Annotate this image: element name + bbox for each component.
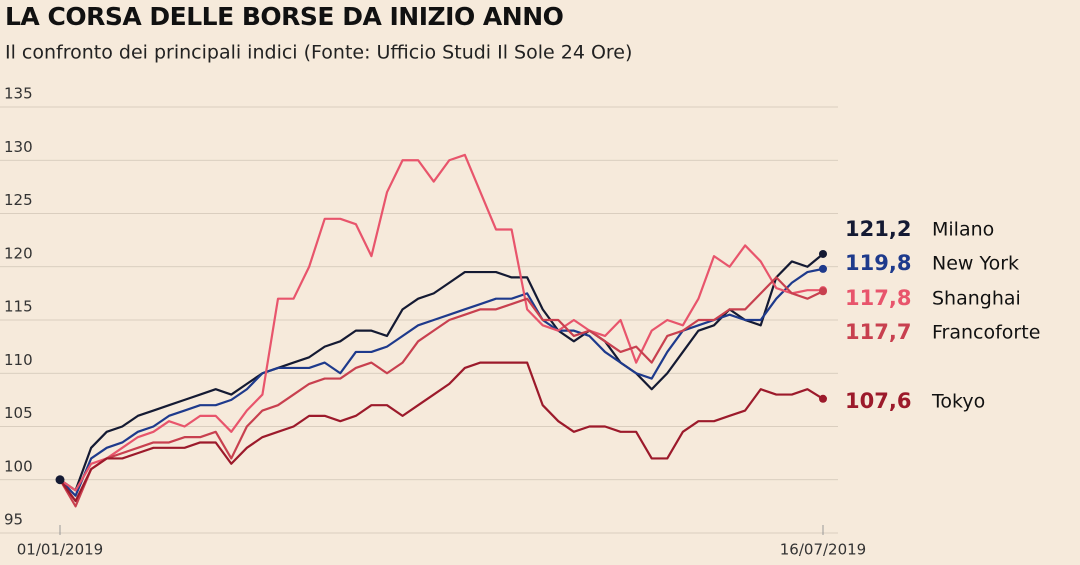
end-dot	[819, 287, 827, 296]
y-tick-label: 130	[4, 138, 33, 156]
value-label: 107,6	[845, 389, 911, 413]
value-label: 117,8	[845, 286, 911, 310]
end-dot	[819, 394, 827, 403]
y-tick-label: 120	[4, 244, 33, 262]
legend-label: Francoforte	[932, 322, 1040, 344]
y-tick-label: 115	[4, 298, 33, 316]
x-tick-label: 01/01/2019	[17, 541, 103, 559]
series-line	[59, 267, 824, 497]
value-label: 117,7	[845, 320, 911, 344]
y-tick-label: 95	[4, 511, 23, 529]
end-dot	[819, 264, 827, 273]
legend-label: Tokyo	[931, 391, 985, 413]
x-tick-label: 16/07/2019	[780, 541, 866, 559]
start-dot	[55, 475, 65, 485]
series-line	[59, 276, 824, 508]
y-tick-label: 110	[4, 351, 33, 369]
series-line	[59, 361, 824, 503]
series-line	[59, 153, 823, 492]
value-label: 119,8	[845, 251, 911, 275]
end-dot	[819, 249, 827, 258]
legend-label: Milano	[932, 219, 994, 241]
chart-subtitle: Il confronto dei principali indici (Font…	[5, 42, 632, 64]
value-label: 121,2	[845, 217, 911, 241]
y-tick-label: 100	[4, 457, 33, 475]
y-tick-label: 105	[4, 404, 33, 422]
y-tick-label: 135	[4, 85, 33, 103]
y-tick-label: 125	[4, 191, 33, 209]
series-line	[59, 253, 824, 492]
legend-label: New York	[932, 253, 1019, 275]
legend-label: Shanghai	[932, 288, 1021, 310]
chart-title: LA CORSA DELLE BORSE DA INIZIO ANNO	[5, 2, 563, 31]
